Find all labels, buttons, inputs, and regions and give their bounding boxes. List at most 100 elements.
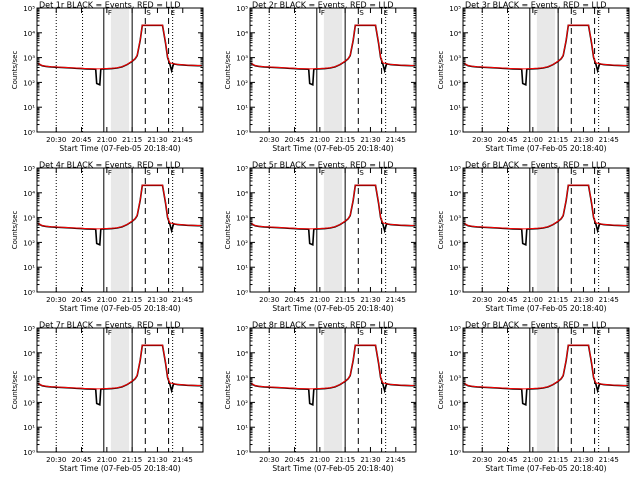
x-tick-label: 21:30 (573, 456, 593, 464)
x-tick-label: 21:00 (97, 136, 117, 144)
y-tick-label: 10⁰ (23, 129, 35, 137)
y-axis-label: Counts/sec (11, 371, 19, 410)
y-tick-label: 10² (449, 399, 461, 407)
x-tick-label: 20:45 (71, 456, 91, 464)
x-tick-label: 21:15 (122, 296, 142, 304)
x-tick-label: 21:15 (335, 456, 355, 464)
y-tick-label: 10⁰ (236, 129, 248, 137)
x-tick-label: 20:45 (497, 456, 517, 464)
top-mark: E (384, 9, 388, 17)
y-tick-label: 10⁴ (23, 350, 35, 358)
x-tick-label: 21:30 (360, 136, 380, 144)
top-mark: E (171, 169, 175, 177)
y-tick-label: 10³ (23, 375, 35, 383)
x-tick-label: 21:00 (97, 296, 117, 304)
top-mark: S (146, 9, 151, 17)
y-axis-label: Counts/sec (224, 211, 232, 250)
y-tick-label: 10⁵ (23, 325, 35, 333)
y-tick-label: 10⁰ (236, 449, 248, 457)
y-tick-label: 10² (449, 239, 461, 247)
x-tick-label: 21:00 (310, 456, 330, 464)
top-mark: S (572, 329, 577, 337)
series-line-lld (37, 184, 202, 230)
x-tick-label: 21:30 (147, 296, 167, 304)
x-tick-label: 20:30 (472, 136, 492, 144)
x-tick-label: 21:00 (310, 136, 330, 144)
x-tick-label: 20:30 (472, 456, 492, 464)
y-tick-label: 10³ (449, 375, 461, 383)
panel-title: Det 8r BLACK = Events, RED = LLD (252, 321, 394, 330)
x-tick-label: 21:45 (386, 456, 406, 464)
top-mark: S (572, 169, 577, 177)
y-tick-label: 10¹ (23, 104, 35, 112)
x-tick-label: 21:30 (147, 136, 167, 144)
y-tick-label: 10⁰ (23, 449, 35, 457)
x-axis-label: Start Time (07-Feb-05 20:18:40) (59, 144, 180, 153)
x-tick-label: 20:45 (71, 296, 91, 304)
top-mark: F (321, 329, 325, 337)
y-tick-label: 10⁴ (23, 30, 35, 38)
y-axis-label: Counts/sec (437, 371, 445, 410)
y-tick-label: 10² (23, 399, 35, 407)
y-tick-label: 10⁵ (449, 325, 461, 333)
top-mark: S (359, 169, 364, 177)
y-tick-label: 10² (23, 79, 35, 87)
shaded-interval (323, 8, 343, 132)
top-mark: F (321, 9, 325, 17)
y-tick-label: 10⁴ (236, 350, 248, 358)
x-tick-label: 21:15 (122, 136, 142, 144)
y-tick-label: 10¹ (449, 104, 461, 112)
top-mark: S (572, 9, 577, 17)
y-tick-label: 10⁴ (449, 350, 461, 358)
panel-title: Det 9r BLACK = Events, RED = LLD (465, 321, 607, 330)
x-tick-label: 20:30 (46, 296, 66, 304)
y-axis-label: Counts/sec (437, 51, 445, 90)
y-tick-label: 10¹ (23, 424, 35, 432)
x-tick-label: 20:30 (259, 296, 279, 304)
top-mark: E (597, 169, 601, 177)
panel-title: Det 4r BLACK = Events, RED = LLD (39, 161, 181, 170)
y-tick-label: 10¹ (23, 264, 35, 272)
x-tick-label: 21:45 (173, 456, 193, 464)
x-tick-label: 21:45 (599, 456, 619, 464)
y-tick-label: 10¹ (449, 424, 461, 432)
x-tick-label: 21:45 (599, 136, 619, 144)
y-tick-label: 10⁴ (449, 30, 461, 38)
x-tick-label: 21:45 (386, 296, 406, 304)
x-axis-label: Start Time (07-Feb-05 20:18:40) (485, 464, 606, 473)
panel-title: Det 3r BLACK = Events, RED = LLD (465, 1, 607, 10)
y-tick-label: 10¹ (449, 264, 461, 272)
x-tick-label: 21:30 (360, 456, 380, 464)
y-axis-label: Counts/sec (437, 211, 445, 250)
shaded-interval (110, 8, 130, 132)
y-tick-label: 10² (23, 239, 35, 247)
plot-frame (249, 327, 417, 453)
x-axis-label: Start Time (07-Feb-05 20:18:40) (485, 304, 606, 313)
shaded-interval (110, 168, 130, 292)
y-tick-label: 10³ (236, 375, 248, 383)
series-line-lld (37, 24, 202, 70)
top-mark: F (534, 329, 538, 337)
plot-frame (36, 167, 204, 293)
x-tick-label: 20:45 (284, 296, 304, 304)
y-tick-label: 10⁵ (23, 5, 35, 13)
y-tick-label: 10⁵ (236, 165, 248, 173)
x-tick-label: 20:30 (259, 456, 279, 464)
plot-frame (36, 327, 204, 453)
y-tick-label: 10² (236, 239, 248, 247)
top-mark: E (597, 329, 601, 337)
x-tick-label: 21:30 (360, 296, 380, 304)
x-axis-label: Start Time (07-Feb-05 20:18:40) (272, 144, 393, 153)
panel-title: Det 6r BLACK = Events, RED = LLD (465, 161, 607, 170)
series-line-lld (463, 24, 628, 70)
x-tick-label: 20:45 (497, 136, 517, 144)
series-line-lld (463, 344, 628, 390)
y-tick-label: 10³ (449, 215, 461, 223)
y-tick-label: 10⁴ (23, 190, 35, 198)
